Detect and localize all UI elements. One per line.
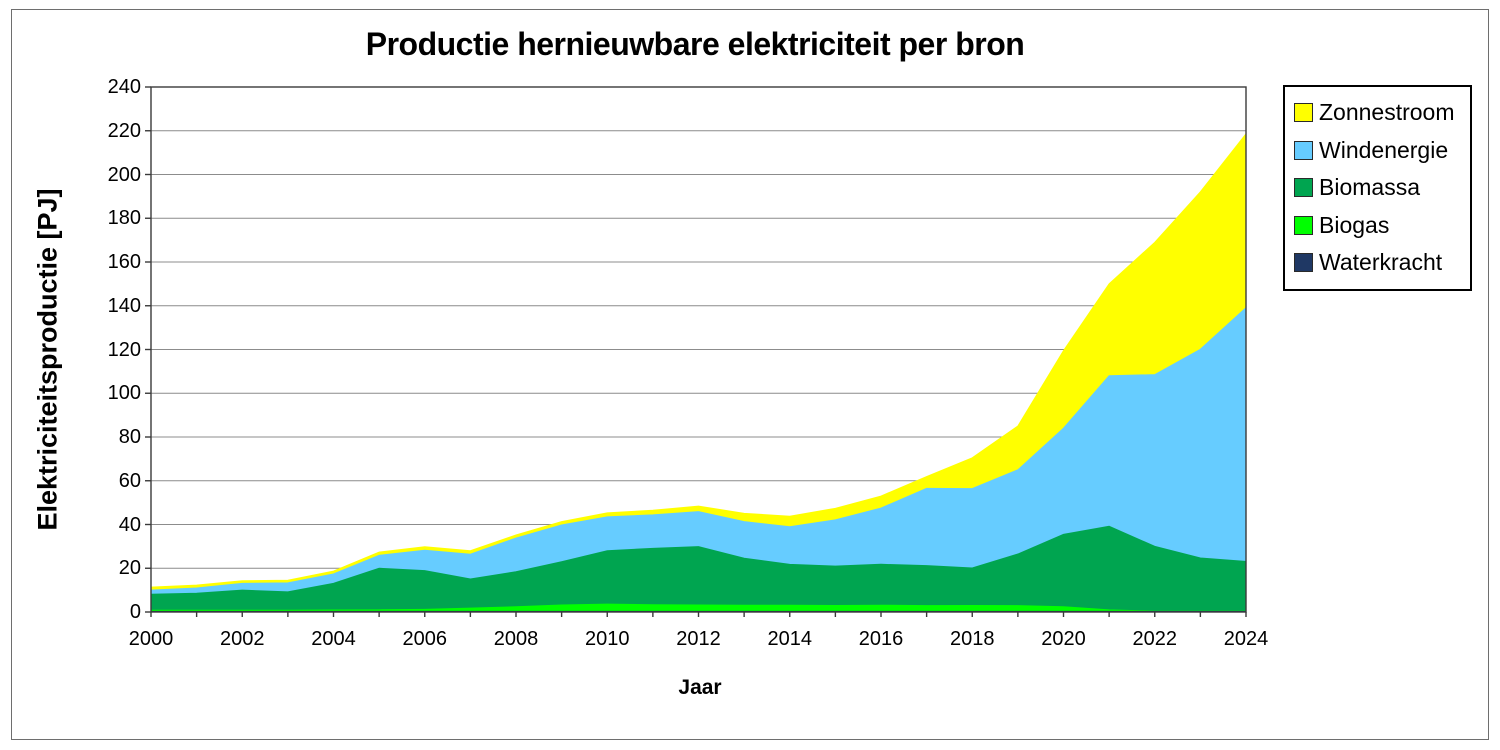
legend-label: Windenergie bbox=[1319, 136, 1449, 163]
chart-title: Productie hernieuwbare elektriciteit per… bbox=[365, 26, 1025, 62]
y-tick-label: 240 bbox=[107, 76, 141, 98]
legend-swatch-biogas bbox=[1294, 215, 1313, 235]
legend-swatch-windenergie bbox=[1294, 140, 1313, 160]
y-tick-label: 100 bbox=[107, 382, 141, 405]
y-tick-label: 180 bbox=[107, 207, 141, 230]
x-axis-title: Jaar bbox=[678, 676, 722, 699]
x-tick-label: 2018 bbox=[950, 628, 995, 650]
legend-item-biogas: Biogas bbox=[1294, 207, 1470, 245]
legend-swatch-waterkracht bbox=[1294, 253, 1313, 273]
legend-label: Zonnestroom bbox=[1319, 99, 1455, 126]
legend-item-zonnestroom: Zonnestroom bbox=[1294, 94, 1470, 132]
area-windenergie bbox=[150, 306, 1247, 613]
legend-swatch-biomassa bbox=[1294, 178, 1313, 198]
y-tick-label: 220 bbox=[107, 119, 141, 142]
y-tick-label: 80 bbox=[118, 426, 141, 448]
legend-item-biomassa: Biomassa bbox=[1294, 169, 1470, 207]
y-tick-label: 120 bbox=[107, 338, 141, 361]
legend-item-windenergie: Windenergie bbox=[1294, 132, 1470, 170]
x-tick-label: 2022 bbox=[1132, 628, 1178, 650]
y-tick-label: 160 bbox=[107, 251, 141, 273]
x-tick-label: 2010 bbox=[585, 628, 630, 650]
plot-area bbox=[145, 86, 1247, 617]
x-tick-label: 2016 bbox=[858, 628, 904, 650]
legend: Zonnestroom Windenergie Biomassa Biogas Wate… bbox=[1283, 85, 1472, 291]
y-tick-label: 140 bbox=[107, 294, 141, 317]
y-tick-label: 20 bbox=[118, 557, 141, 580]
y-tick-label: 0 bbox=[129, 601, 141, 623]
legend-label: Biogas bbox=[1319, 211, 1390, 238]
x-tick-label: 2004 bbox=[311, 628, 356, 650]
y-axis-title: Elektriciteitsproductie [PJ] bbox=[32, 188, 63, 531]
x-tick-label: 2000 bbox=[128, 628, 174, 650]
x-tick-label: 2014 bbox=[767, 628, 813, 650]
x-tick-label: 2024 bbox=[1223, 628, 1269, 650]
legend-swatch-zonnestroom bbox=[1294, 103, 1313, 123]
x-tick-label: 2006 bbox=[402, 628, 448, 650]
legend-label: Waterkracht bbox=[1319, 249, 1443, 276]
y-tick-label: 40 bbox=[118, 513, 141, 536]
area-biomassa bbox=[150, 525, 1247, 613]
x-tick-label: 2020 bbox=[1041, 628, 1086, 650]
legend-item-waterkracht: Waterkracht bbox=[1294, 244, 1470, 282]
x-tick-label: 2012 bbox=[676, 628, 721, 650]
y-tick-label: 200 bbox=[107, 163, 141, 186]
x-tick-label: 2008 bbox=[493, 628, 539, 650]
legend-label: Biomassa bbox=[1319, 174, 1420, 201]
x-tick-label: 2002 bbox=[220, 628, 265, 650]
y-tick-label: 60 bbox=[118, 469, 141, 492]
figure-border bbox=[11, 9, 1489, 740]
